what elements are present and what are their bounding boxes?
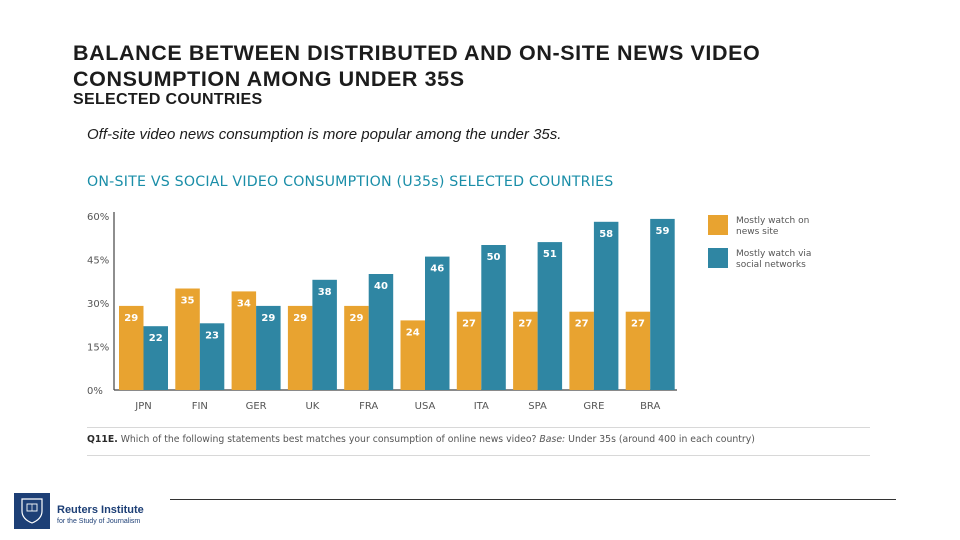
bar-fra-news-site xyxy=(344,305,369,390)
bar-jpn-social xyxy=(143,326,168,390)
summary-text: Off-site video news consumption is more … xyxy=(87,126,562,143)
x-tick-label: GER xyxy=(246,401,267,412)
bar-uk-news-site xyxy=(287,305,313,390)
data-label: 40 xyxy=(374,281,388,292)
data-label: 38 xyxy=(318,287,332,298)
crest-icon xyxy=(21,498,43,524)
base-label: Base: xyxy=(539,434,566,445)
y-tick-label: 30% xyxy=(87,299,109,310)
y-tick-label: 15% xyxy=(87,343,109,354)
bar-jpn-news-site xyxy=(119,305,144,390)
x-tick-label: UK xyxy=(305,401,319,412)
bar-spa-news-site xyxy=(513,311,538,390)
data-label: 59 xyxy=(655,226,669,237)
base-text: Under 35s (around 400 in each country) xyxy=(568,434,755,445)
data-label: 51 xyxy=(543,249,557,260)
bar-uk-social xyxy=(312,279,337,390)
data-label: 29 xyxy=(124,313,138,324)
divider xyxy=(87,455,870,456)
bar-gre-news-site xyxy=(569,311,594,390)
bar-usa-news-site xyxy=(400,320,425,390)
slide-title: BALANCE BETWEEN DISTRIBUTED AND ON-SITE … xyxy=(73,41,761,91)
y-tick-label: 60% xyxy=(87,212,109,223)
data-label: 23 xyxy=(205,330,219,341)
y-tick-label: 0% xyxy=(87,386,103,397)
bar-ita-news-site xyxy=(456,311,482,390)
question-text: Which of the following statements best m… xyxy=(120,434,537,445)
x-tick-label: ITA xyxy=(474,401,489,412)
bar-bra-news-site xyxy=(625,311,651,390)
x-tick-label: FIN xyxy=(192,401,208,412)
question-note: Q11E. Which of the following statements … xyxy=(87,434,755,445)
data-label: 27 xyxy=(518,319,532,330)
brand-name: Reuters Institute xyxy=(57,504,144,516)
divider xyxy=(87,427,870,428)
x-tick-label: FRA xyxy=(359,401,378,412)
bar-usa-social xyxy=(425,256,450,390)
legend-label: Mostly watch via social networks xyxy=(736,249,811,270)
x-tick-label: BRA xyxy=(640,401,660,412)
brand: Reuters Institute for the Study of Journ… xyxy=(57,504,144,527)
footer-rule xyxy=(170,499,896,500)
legend-swatch xyxy=(708,215,728,235)
chart-title: ON-SITE VS SOCIAL VIDEO CONSUMPTION (U35… xyxy=(87,174,614,190)
data-label: 46 xyxy=(430,264,444,275)
data-label: 22 xyxy=(149,333,163,344)
x-tick-label: USA xyxy=(415,401,436,412)
data-label: 29 xyxy=(349,313,363,324)
bar-ita-social xyxy=(481,245,506,390)
x-tick-label: JPN xyxy=(134,401,151,412)
question-label: Q11E. xyxy=(87,434,118,445)
bar-spa-social xyxy=(537,242,563,390)
data-label: 29 xyxy=(293,313,307,324)
bar-gre-social xyxy=(593,221,619,390)
data-label: 50 xyxy=(487,252,501,263)
bar-ger-social xyxy=(256,305,281,390)
bar-fra-social xyxy=(368,274,394,390)
data-label: 58 xyxy=(599,229,613,240)
legend-swatch xyxy=(708,248,728,268)
bar-fin-social xyxy=(199,323,225,390)
data-label: 24 xyxy=(406,327,420,338)
data-label: 34 xyxy=(237,298,251,309)
oxford-logo xyxy=(14,493,50,529)
data-label: 29 xyxy=(261,313,275,324)
x-tick-label: SPA xyxy=(528,401,547,412)
y-tick-label: 45% xyxy=(87,256,109,267)
data-label: 35 xyxy=(181,296,195,307)
data-label: 27 xyxy=(462,319,476,330)
legend-label: Mostly watch on news site xyxy=(736,216,809,237)
bar-ger-news-site xyxy=(231,291,257,390)
data-label: 27 xyxy=(631,319,645,330)
data-label: 27 xyxy=(575,319,589,330)
bar-bra-social xyxy=(650,218,675,390)
slide-subtitle: SELECTED COUNTRIES xyxy=(73,91,263,108)
x-tick-label: GRE xyxy=(583,401,604,412)
brand-subtitle: for the Study of Journalism xyxy=(57,518,141,525)
bar-fin-news-site xyxy=(175,288,200,390)
